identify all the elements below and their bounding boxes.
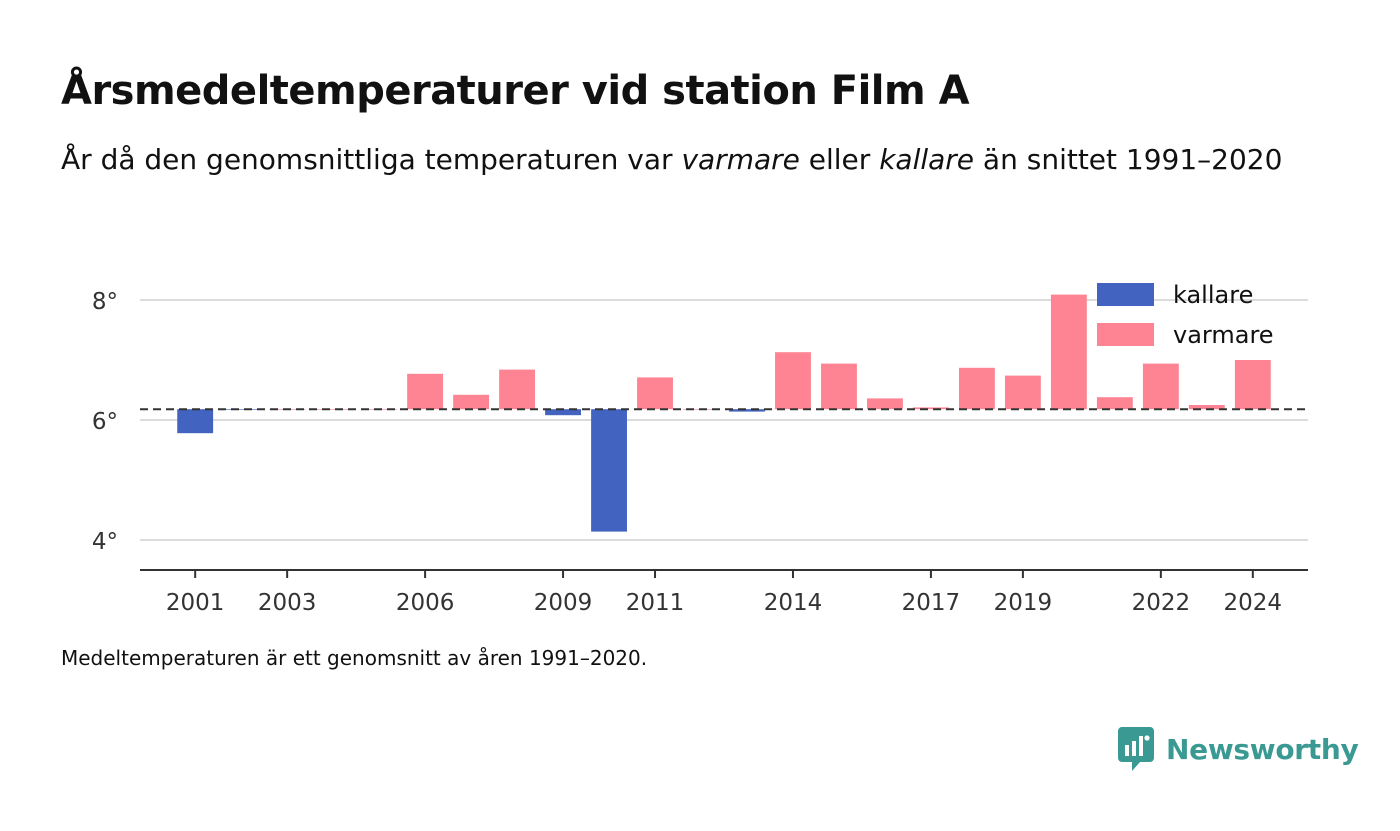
bar-warmer — [958, 367, 995, 410]
subtitle-text-1: År då den genomsnittliga temperaturen va… — [61, 143, 682, 176]
x-tick-label: 2009 — [534, 590, 593, 616]
legend-swatch-colder — [1097, 283, 1154, 306]
subtitle-colder: kallare — [879, 143, 975, 176]
bar-warmer — [315, 409, 352, 410]
temperature-bar-chart: 4° 6° 8° 2001 2003 2006 2009 2011 2014 2017 2019 20… — [92, 281, 1308, 616]
x-tick-label: 2006 — [396, 590, 455, 616]
x-tick-label: 2017 — [902, 590, 961, 616]
bar-warmer — [407, 373, 444, 410]
bar-warmer — [637, 377, 673, 410]
bar-warmer — [1004, 375, 1041, 410]
bar-warmer — [867, 398, 903, 410]
chart-subtitle: År då den genomsnittliga temperaturen va… — [61, 138, 1291, 182]
legend-label-warmer: varmare — [1173, 321, 1274, 349]
subtitle-warmer: varmare — [681, 143, 800, 176]
bars — [177, 294, 1271, 532]
brand-logo[interactable]: Newsworthy — [1118, 727, 1359, 771]
y-tick-label: 4° — [92, 529, 118, 555]
bar-warmer — [912, 407, 949, 410]
bar-warmer — [1096, 397, 1133, 410]
x-tick-label: 2022 — [1132, 590, 1191, 616]
bar-colder — [591, 409, 627, 532]
subtitle-text-2: eller — [799, 143, 880, 176]
bar-warmer — [1142, 363, 1179, 410]
legend-label-colder: kallare — [1173, 281, 1253, 309]
legend-swatch-warmer — [1097, 323, 1154, 346]
bar-warmer — [1188, 405, 1225, 410]
bar-colder — [545, 409, 581, 416]
bar-warmer — [453, 394, 490, 410]
x-tick-label: 2011 — [626, 590, 685, 616]
legend: kallare varmare — [1097, 281, 1274, 349]
y-tick-label: 6° — [92, 409, 118, 435]
bar-warmer — [821, 363, 857, 410]
bar-colder — [729, 409, 765, 412]
chart-title: Årsmedeltemperaturer vid station Film A — [61, 68, 970, 114]
brand-name: Newsworthy — [1166, 732, 1359, 766]
bar-warmer — [499, 369, 536, 410]
bar-colder — [223, 409, 260, 410]
x-tick-label: 2001 — [166, 590, 225, 616]
x-tick-label: 2019 — [994, 590, 1053, 616]
subtitle-text-3: än snittet 1991–2020 — [974, 143, 1283, 176]
bar-warmer — [775, 352, 811, 410]
y-tick-label: 8° — [92, 289, 118, 315]
bar-warmer — [1234, 360, 1271, 410]
x-tick-label: 2024 — [1224, 590, 1283, 616]
footnote: Medeltemperaturen är ett genomsnitt av å… — [61, 646, 648, 670]
bar-colder — [177, 409, 214, 434]
x-tick-label: 2003 — [258, 590, 317, 616]
bar-warmer — [1050, 294, 1087, 410]
axes: 4° 6° 8° 2001 2003 2006 2009 2011 2014 2017 2019 20… — [92, 289, 1308, 616]
newsworthy-logo-icon — [1118, 727, 1154, 771]
x-tick-label: 2014 — [764, 590, 823, 616]
